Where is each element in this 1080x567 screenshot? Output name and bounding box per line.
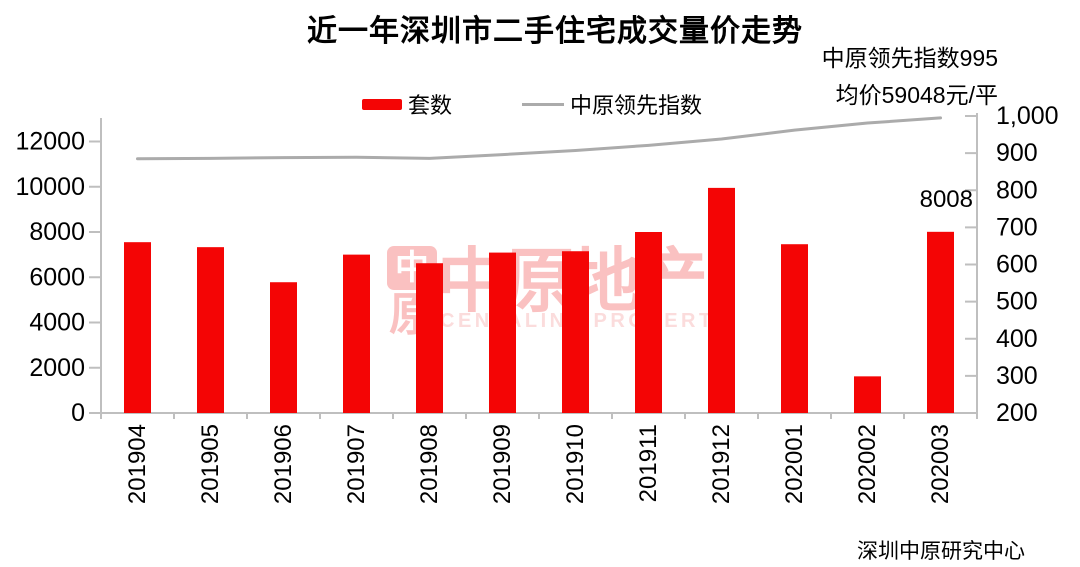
bar-201910 [562, 251, 589, 413]
annotation-price-line: 均价59048元/平 [835, 82, 998, 108]
bar-201906 [270, 282, 297, 413]
line-series-swatch-icon [522, 102, 565, 106]
bar-series-label: 套数 [408, 93, 453, 118]
y-axis-right-label: 200 [996, 399, 1038, 427]
latest-values-annotation: 中原领先指数995 均价59048元/平 [822, 40, 998, 114]
y-axis-right-label: 600 [996, 251, 1038, 279]
bar-201908 [416, 263, 443, 413]
legend-item-line-series: 中原领先指数 [522, 88, 702, 120]
annotation-index-line: 中原领先指数995 [821, 45, 998, 71]
x-axis-label: 201910 [562, 424, 589, 504]
bar-201911 [635, 232, 662, 413]
x-axis-label: 202002 [854, 424, 881, 504]
bar-201904 [124, 242, 151, 413]
x-axis-label: 201904 [124, 424, 151, 504]
y-axis-right-label: 700 [996, 213, 1038, 241]
bar-201912 [708, 187, 735, 413]
x-axis-label: 201906 [270, 424, 297, 504]
bar-202001 [781, 244, 808, 413]
source-credit: 深圳中原研究中心 [857, 540, 1025, 563]
y-axis-left-label: 0 [71, 399, 85, 427]
bar-202002 [854, 376, 881, 413]
legend-item-bar-series: 套数 [362, 88, 452, 120]
x-axis-label: 202001 [781, 424, 808, 504]
y-axis-left-label: 2000 [29, 354, 85, 382]
x-axis-label: 202003 [927, 424, 954, 504]
y-axis-right-label: 900 [996, 139, 1038, 167]
y-axis-right-label: 400 [996, 325, 1038, 353]
index-line [136, 116, 942, 161]
bar-201909 [489, 252, 516, 413]
y-axis-left-label: 10000 [15, 173, 85, 201]
x-axis-label: 201911 [635, 424, 662, 502]
line-series-label: 中原领先指数 [570, 93, 703, 118]
y-axis-left-label: 6000 [29, 263, 85, 291]
y-axis-right-label: 800 [996, 176, 1038, 204]
bar-series-swatch-icon [362, 98, 402, 110]
y-axis-left-label: 8000 [29, 218, 85, 246]
y-axis-right-label: 300 [996, 362, 1038, 390]
bar-201907 [343, 254, 370, 413]
last-bar-value-label: 8008 [919, 186, 973, 213]
x-axis-label: 201908 [416, 424, 443, 504]
bar-202003 [927, 231, 954, 413]
y-axis-left-label: 12000 [15, 128, 85, 156]
y-axis-right-label: 1,000 [996, 102, 1059, 130]
x-axis-label: 201905 [197, 424, 224, 504]
y-axis-right-label: 500 [996, 288, 1038, 316]
y-axis-left-label: 4000 [29, 309, 85, 337]
chart-title: 近一年深圳市二手住宅成交量价走势 [307, 15, 803, 48]
x-axis-label: 201912 [708, 424, 735, 504]
chart-legend: 套数 中原领先指数 [362, 88, 702, 120]
bar-201905 [197, 247, 224, 413]
x-axis-label: 201907 [343, 424, 370, 504]
x-axis-label: 201909 [489, 424, 516, 504]
